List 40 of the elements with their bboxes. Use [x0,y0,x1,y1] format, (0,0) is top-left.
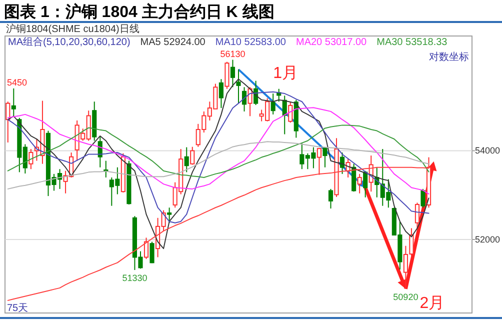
text: MA30 53518.33 [376,37,448,48]
annotation: 5450 [6,77,28,88]
candlestick [144,237,149,260]
candlestick [224,61,230,90]
annotation: 56130 [220,48,246,59]
candlestick [230,59,236,88]
candlestick [248,86,252,117]
candlestick [218,78,224,109]
legend-title: MA组合(5,10,20,30,60,120) [8,36,130,48]
chart-title: 图表 1：沪铜 1804 主力合约日 K 线图 [4,2,274,21]
candlestick [236,68,241,104]
candlestick [322,146,328,168]
candlestick [316,148,322,176]
candlestick [420,188,426,208]
annotation: 2月 [420,295,445,312]
candlestick [167,207,172,224]
annotation: 75天 [7,303,28,314]
candlestick [28,148,34,170]
text: MA10 52583.00 [215,37,286,48]
candlestick [328,188,334,209]
candlestick [340,152,345,174]
candlestick [414,202,420,229]
y-tick-label: 52000 [475,234,500,244]
candlestick [190,146,195,166]
candlestick [11,88,16,117]
candlestick [357,173,362,194]
candlestick [184,146,189,173]
text: MA5 52924.00 [140,37,206,48]
candlestick [150,241,154,264]
candlestick [6,101,10,143]
annotation: 1月 [273,65,298,82]
annotation: 51330 [122,273,148,283]
candlestick [270,93,276,115]
candlestick [363,170,368,198]
y-tick-label: 54000 [475,146,500,156]
candlestick [288,101,293,124]
chart-subtitle: 沪铜1804(SHME cu1804)日线 [6,23,140,35]
annotation: 对数坐标 [429,51,469,63]
annotation: 50920 [393,292,418,302]
text: MA20 53017.00 [296,37,368,48]
